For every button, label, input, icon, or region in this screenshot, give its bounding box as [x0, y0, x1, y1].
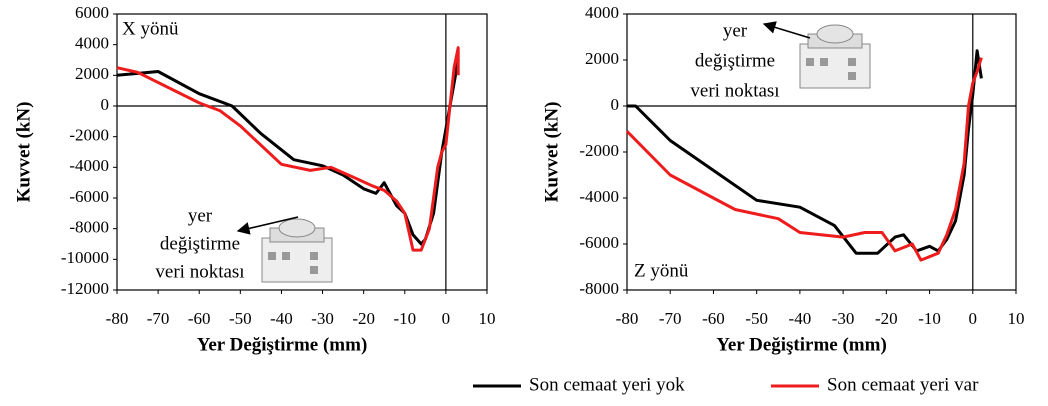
x-tick-label: -20	[352, 309, 375, 328]
x-tick-label: 10	[1008, 309, 1025, 328]
x-axis-title: Yer Değiştirme (mm)	[197, 334, 368, 355]
annotation: değiştirme	[695, 50, 775, 71]
x-tick-label: -60	[188, 309, 211, 328]
arrow	[762, 21, 811, 39]
legend-label: Son cemaat yeri var	[827, 374, 979, 395]
series-line	[625, 57, 983, 262]
legend-label: Son cemaat yeri yok	[529, 374, 685, 395]
annotation: veri noktası	[690, 80, 779, 101]
y-tick-label: -6000	[69, 187, 109, 206]
y-tick-label: 2000	[75, 64, 109, 83]
x-tick-label: -40	[789, 309, 812, 328]
y-tick-label: -12000	[61, 279, 109, 298]
annotation: yer	[723, 20, 748, 41]
y-tick-label: 4000	[75, 34, 109, 53]
y-axis-title: Kuvvet (kN)	[13, 102, 34, 203]
x-tick-label: -10	[918, 309, 941, 328]
building-icon	[799, 24, 871, 89]
y-tick-label: -4000	[69, 156, 109, 175]
x-tick-label: -20	[875, 309, 898, 328]
x-tick-label: -30	[311, 309, 334, 328]
building-icon	[261, 218, 333, 283]
x-tick-label: -80	[106, 309, 129, 328]
x-tick-label: -10	[393, 309, 416, 328]
y-tick-label: 0	[101, 95, 110, 114]
y-tick-label: 2000	[585, 49, 619, 68]
y-tick-label: 4000	[585, 3, 619, 22]
x-tick-label: -30	[832, 309, 855, 328]
x-tick-label: 10	[479, 309, 496, 328]
x-tick-label: 0	[969, 309, 978, 328]
y-tick-label: 6000	[75, 3, 109, 22]
annotation: değiştirme	[160, 233, 240, 254]
x-tick-label: -50	[745, 309, 768, 328]
x-tick-label: 0	[442, 309, 451, 328]
x-tick-label: -70	[659, 309, 682, 328]
x-tick-label: -50	[229, 309, 252, 328]
y-tick-label: -6000	[579, 233, 619, 252]
x-tick-label: -70	[147, 309, 170, 328]
direction-label: X yönü	[122, 18, 179, 39]
x-tick-label: -60	[702, 309, 725, 328]
y-tick-label: -10000	[61, 248, 109, 267]
x-tick-label: -40	[270, 309, 293, 328]
annotation: yer	[188, 205, 213, 226]
annotation: veri noktası	[155, 261, 244, 282]
direction-label: Z yönü	[634, 260, 689, 281]
plot-frame	[116, 13, 488, 291]
y-tick-label: 0	[611, 95, 620, 114]
y-tick-label: -8000	[579, 279, 619, 298]
arrow	[236, 216, 299, 235]
y-tick-label: -8000	[69, 218, 109, 237]
x-axis-title: Yer Değiştirme (mm)	[716, 334, 887, 355]
y-tick-label: -2000	[69, 126, 109, 145]
y-tick-label: -2000	[579, 141, 619, 160]
series-line	[116, 59, 460, 246]
series-line	[116, 46, 460, 252]
x-tick-label: -80	[616, 309, 639, 328]
y-tick-label: -4000	[579, 187, 619, 206]
y-axis-title: Kuvvet (kN)	[541, 102, 562, 203]
